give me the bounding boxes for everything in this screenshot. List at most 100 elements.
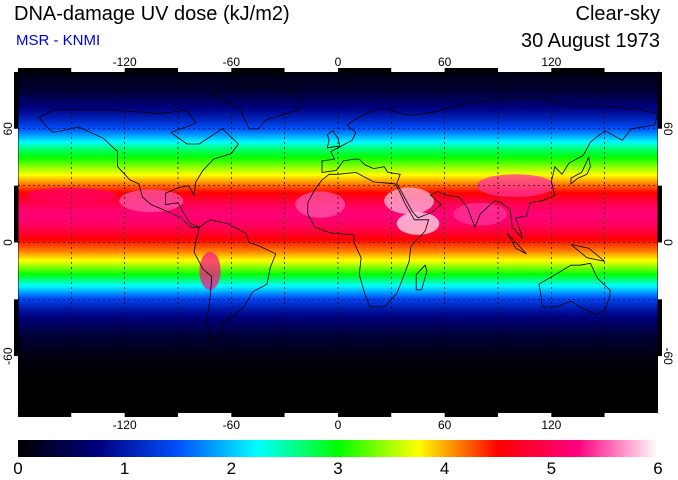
dose-band (18, 299, 658, 302)
dose-band (18, 358, 658, 361)
dose-band (18, 168, 658, 172)
dose-band (18, 333, 658, 336)
source-label: MSR - KNMI (16, 32, 101, 49)
coastline (538, 262, 611, 315)
dose-band (18, 363, 658, 367)
dose-band (18, 153, 658, 156)
dose-band (18, 323, 658, 327)
dose-band (18, 308, 658, 312)
dose-band (18, 113, 658, 117)
coastline (570, 155, 591, 185)
dose-band (18, 128, 658, 132)
dose-band (18, 193, 658, 196)
colorbar-tick-label: 6 (653, 459, 663, 478)
dose-band (18, 375, 658, 378)
dose-band (18, 100, 658, 103)
dose-band (18, 107, 658, 111)
coastline (570, 244, 605, 262)
lon-tick-label-top: -120 (113, 55, 137, 69)
dose-band (18, 272, 658, 276)
high-dose-patch (384, 187, 434, 215)
dose-band (18, 314, 658, 317)
dose-band (18, 390, 658, 393)
dose-band (18, 305, 658, 308)
dose-band (18, 155, 658, 158)
dose-band (18, 274, 658, 278)
coastline (212, 86, 303, 130)
coastlines (38, 86, 659, 342)
dose-band (18, 149, 658, 153)
dose-band (18, 104, 658, 107)
dose-band (18, 310, 658, 314)
lon-tick-label-bottom: -60 (223, 418, 241, 432)
coastline (415, 264, 428, 291)
dose-band (18, 219, 658, 223)
dose-band (18, 214, 658, 217)
lon-tick-label-bottom: -120 (113, 418, 137, 432)
dose-band (18, 378, 658, 382)
dose-band (18, 354, 658, 357)
dose-band (18, 73, 658, 77)
dose-band (18, 143, 658, 147)
dose-band (18, 348, 658, 352)
dose-band (18, 240, 658, 244)
dose-band (18, 140, 658, 143)
dose-band (18, 269, 658, 272)
dose-band (18, 185, 658, 189)
lat-tick-label-right: -60 (661, 347, 675, 365)
dose-band (18, 159, 658, 162)
dose-band (18, 278, 658, 281)
dose-band (18, 388, 658, 391)
dose-band (18, 263, 658, 266)
lon-tick-label-top: 120 (541, 55, 561, 69)
high-dose-patch (199, 251, 221, 290)
dose-band (18, 280, 658, 283)
high-dose-patch (295, 191, 346, 218)
dose-band (18, 365, 658, 369)
dose-band (18, 229, 658, 232)
coastline (307, 171, 430, 308)
colorbar-tick-label: 1 (119, 459, 130, 478)
dose-band (18, 234, 658, 238)
dose-band (18, 284, 658, 287)
dose-band (18, 244, 658, 247)
dose-band (18, 253, 658, 257)
coastline (506, 232, 527, 255)
page-title: DNA-damage UV dose (kJ/m2) (14, 3, 290, 25)
dose-band (18, 79, 658, 83)
lat-tick-label-left: 0 (1, 239, 15, 246)
map-frame (14, 68, 662, 417)
dose-band (18, 83, 658, 86)
dose-band (18, 170, 658, 174)
lon-tick-label-top: 60 (438, 55, 452, 69)
graticule (18, 72, 658, 413)
dose-band (18, 293, 658, 297)
dose-band (18, 189, 658, 192)
dose-band (18, 318, 658, 321)
lon-tick-label-top: -60 (223, 55, 241, 69)
dose-band (18, 303, 658, 306)
colorbar-tick-label: 4 (439, 459, 450, 478)
dose-band (18, 223, 658, 227)
lat-tick-label-left: -60 (1, 347, 15, 365)
dose-band (18, 233, 658, 236)
axis-ticks: -120 -120 -60 -60 0 0 60 60 120 120 60 60 0 0 -60 -60 (1, 55, 675, 432)
coastline (193, 219, 277, 342)
dose-band (18, 373, 658, 376)
date-label: 30 August 1973 (520, 30, 660, 52)
dose-band (18, 217, 658, 221)
dose-band (18, 94, 658, 98)
dose-band (18, 250, 658, 253)
dose-band (18, 403, 658, 407)
dose-band (18, 295, 658, 299)
dose-band (18, 119, 658, 122)
dose-band (18, 329, 658, 333)
dose-band (18, 287, 658, 291)
dose-band (18, 115, 658, 119)
dose-band (18, 162, 658, 166)
colorbar-tick-label: 5 (546, 459, 557, 478)
sky-condition-label: Clear-sky (575, 3, 660, 25)
dose-band (18, 134, 658, 138)
dose-band (18, 125, 658, 128)
